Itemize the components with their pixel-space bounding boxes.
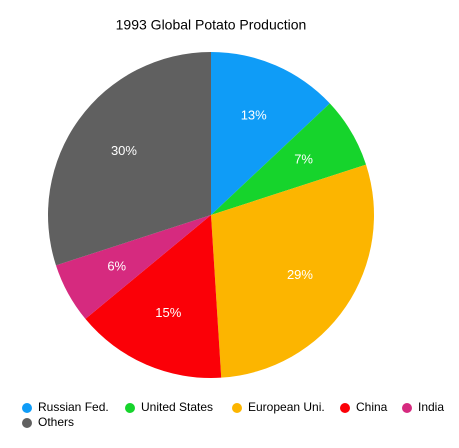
value-label: 7% <box>294 152 313 167</box>
value-label: 13% <box>241 108 267 123</box>
pie-slice <box>55 215 212 319</box>
legend-label: United States <box>141 400 213 414</box>
pie-slice <box>211 52 330 215</box>
legend-label: India <box>418 400 444 414</box>
value-label: 6% <box>107 258 126 273</box>
value-label: 29% <box>287 267 313 282</box>
pie-slice <box>211 164 374 378</box>
pie-slice <box>47 52 211 266</box>
legend-marker <box>232 403 242 413</box>
value-label: 30% <box>111 143 137 158</box>
pie-slice <box>85 215 222 378</box>
legend-marker <box>125 403 135 413</box>
value-label: 15% <box>155 305 181 320</box>
legend-marker <box>402 403 412 413</box>
chart-title: 1993 Global Potato Production <box>116 17 307 33</box>
legend-label: Russian Fed. <box>38 400 109 414</box>
pie-slice <box>211 103 367 215</box>
legend-label: Others <box>38 415 74 429</box>
legend-marker <box>22 403 32 413</box>
legend-label: European Uni. <box>248 400 325 414</box>
legend-marker <box>22 418 32 428</box>
legend-label: China <box>356 400 388 414</box>
legend-marker <box>340 403 350 413</box>
